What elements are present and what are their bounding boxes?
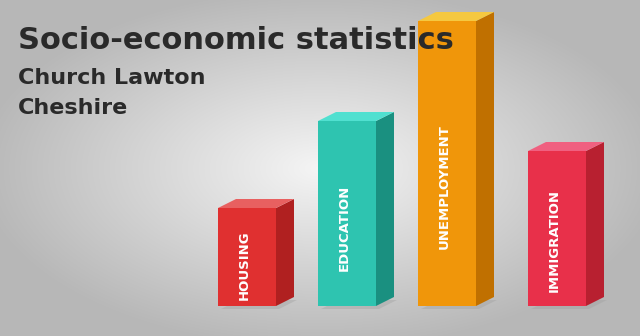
- Polygon shape: [276, 199, 294, 306]
- Polygon shape: [531, 300, 607, 309]
- Polygon shape: [318, 112, 394, 121]
- Polygon shape: [528, 151, 586, 306]
- Polygon shape: [218, 208, 276, 306]
- Polygon shape: [418, 21, 476, 306]
- Polygon shape: [321, 300, 397, 309]
- Text: UNEMPLOYMENT: UNEMPLOYMENT: [438, 124, 451, 249]
- Text: IMMIGRATION: IMMIGRATION: [548, 190, 561, 292]
- Text: Socio-economic statistics: Socio-economic statistics: [18, 26, 454, 55]
- Polygon shape: [376, 112, 394, 306]
- Text: Church Lawton: Church Lawton: [18, 68, 205, 88]
- Polygon shape: [418, 12, 494, 21]
- Polygon shape: [586, 142, 604, 306]
- Polygon shape: [476, 12, 494, 306]
- Polygon shape: [528, 142, 604, 151]
- Polygon shape: [221, 300, 297, 309]
- Text: HOUSING: HOUSING: [237, 230, 251, 300]
- Polygon shape: [421, 300, 497, 309]
- Text: EDUCATION: EDUCATION: [338, 185, 351, 271]
- Text: Cheshire: Cheshire: [18, 98, 128, 118]
- Polygon shape: [218, 199, 294, 208]
- Polygon shape: [318, 121, 376, 306]
